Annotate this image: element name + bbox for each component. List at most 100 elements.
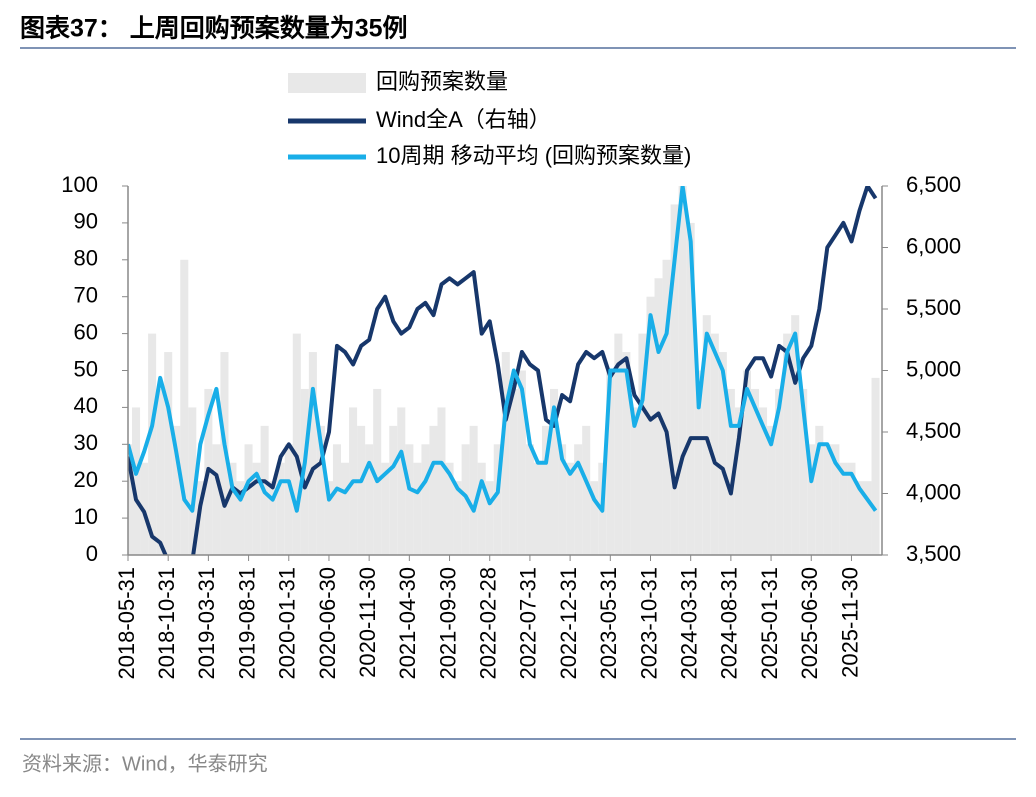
bar	[775, 388, 784, 555]
bar	[783, 333, 792, 555]
bar	[718, 352, 727, 555]
x-tick-label: 2025-01-31	[757, 567, 782, 680]
bar	[638, 333, 647, 555]
legend-label: 回购预案数量	[376, 69, 508, 94]
y2-tick-label: 4,500	[906, 418, 961, 443]
bar	[268, 481, 277, 555]
bar	[622, 352, 631, 555]
y2-tick-label: 5,500	[906, 295, 961, 320]
bar	[726, 388, 735, 555]
y-tick-label: 0	[86, 541, 98, 566]
bar	[332, 444, 342, 555]
bar	[815, 425, 824, 555]
bar	[453, 481, 462, 555]
bar	[606, 370, 615, 555]
y-tick-label: 70	[74, 283, 98, 308]
bar	[437, 407, 446, 555]
x-tick-label: 2022-12-31	[556, 567, 581, 680]
source: 资料来源：Wind，华泰研究	[22, 752, 268, 775]
y2-tick-label: 4,000	[906, 479, 961, 504]
x-tick-label: 2019-08-31	[234, 567, 259, 680]
bar	[799, 388, 808, 555]
x-tick-label: 2018-05-31	[114, 567, 139, 680]
line	[128, 186, 878, 513]
bar	[276, 462, 285, 555]
bar	[831, 444, 840, 555]
bar	[678, 186, 687, 555]
bar	[855, 481, 864, 555]
x-tick-label: 2024-08-31	[717, 567, 742, 680]
bar	[541, 425, 551, 555]
y-tick-label: 90	[74, 209, 98, 234]
bar	[397, 407, 406, 555]
bar	[212, 444, 221, 555]
bar	[236, 481, 245, 555]
bar	[847, 462, 856, 555]
bar	[228, 462, 237, 555]
bar	[493, 444, 502, 555]
bar	[284, 444, 293, 555]
bar	[863, 481, 872, 555]
bar	[839, 462, 848, 555]
chart-title: 图表37： 上周回购预案数量为35例	[20, 14, 408, 43]
bar	[389, 425, 398, 555]
bar	[823, 444, 832, 555]
bar	[550, 388, 559, 555]
bar	[574, 444, 583, 555]
bar	[702, 315, 711, 555]
bar	[807, 444, 816, 555]
bar	[533, 462, 542, 555]
y-tick-label: 30	[74, 430, 98, 455]
bar	[759, 407, 768, 555]
x-tick-label: 2024-03-31	[676, 567, 701, 680]
line	[128, 186, 878, 555]
legend-label: Wind全A（右轴）	[376, 107, 551, 132]
bar	[381, 462, 390, 555]
x-tick-label: 2023-10-31	[636, 567, 661, 680]
y-tick-label: 100	[61, 172, 98, 197]
x-tick-label: 2021-04-30	[395, 567, 420, 680]
plot-area	[128, 186, 880, 555]
bar	[132, 407, 141, 555]
bar	[517, 370, 526, 555]
bar	[710, 333, 719, 555]
bar	[188, 407, 197, 555]
y-tick-label: 20	[74, 467, 98, 492]
bar	[590, 481, 599, 555]
bar	[566, 462, 575, 555]
bar	[485, 481, 494, 555]
bar	[558, 444, 567, 555]
bar	[172, 425, 181, 555]
x-tick-label: 2020-06-30	[315, 567, 340, 680]
bar	[324, 481, 333, 555]
legend-swatch	[288, 73, 366, 93]
bar	[148, 333, 157, 555]
bar	[791, 315, 800, 555]
x-tick-label: 2018-10-31	[154, 567, 179, 680]
bar	[742, 370, 751, 555]
bar	[156, 388, 165, 555]
bar	[413, 462, 422, 555]
bar	[252, 462, 261, 555]
x-tick-label: 2025-11-30	[837, 567, 862, 678]
bar	[750, 388, 760, 555]
y2-tick-label: 5,000	[906, 356, 961, 381]
bar	[501, 352, 510, 555]
x-tick-label: 2021-09-30	[435, 567, 460, 680]
bar	[292, 333, 301, 555]
bar	[180, 259, 189, 555]
bar	[582, 425, 591, 555]
legend-label: 10周期 移动平均 (回购预案数量)	[376, 143, 691, 168]
bar	[365, 444, 374, 555]
y-tick-label: 40	[74, 393, 98, 418]
bar	[341, 462, 350, 555]
y2-tick-label: 3,500	[906, 541, 961, 566]
bar	[630, 407, 639, 555]
bar	[646, 296, 655, 555]
bar	[445, 462, 454, 555]
bar	[871, 377, 880, 555]
x-tick-label: 2022-02-28	[476, 567, 501, 680]
bar	[357, 425, 366, 555]
bar	[429, 425, 438, 555]
bar	[670, 204, 679, 555]
